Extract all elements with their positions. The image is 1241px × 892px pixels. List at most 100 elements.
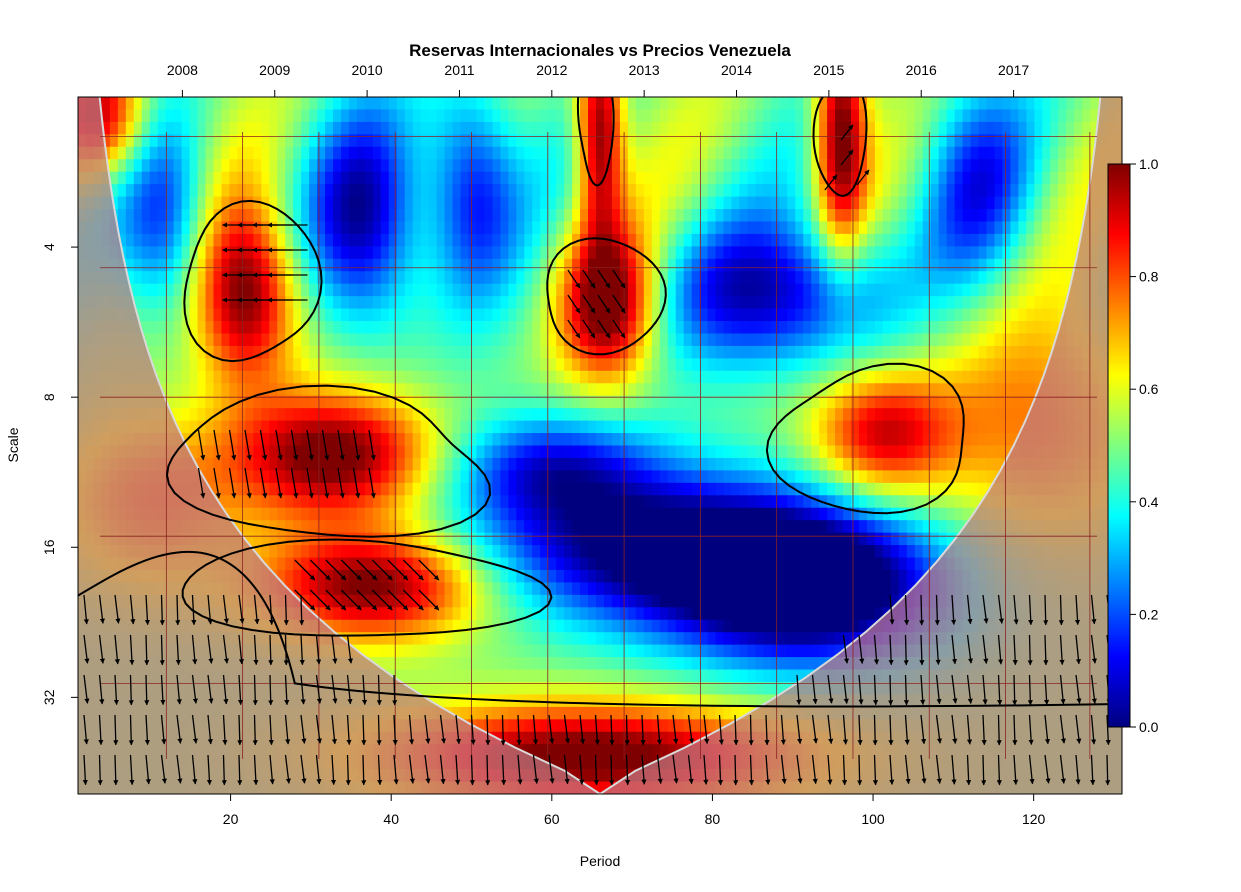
- heatmap-cell: [922, 470, 932, 484]
- heatmap-cell: [309, 507, 318, 521]
- heatmap-cell: [476, 246, 486, 260]
- heatmap-cell: [404, 221, 414, 235]
- heatmap-cell: [859, 233, 868, 247]
- heatmap-cell: [922, 545, 932, 559]
- heatmap-cell: [954, 209, 964, 223]
- heatmap-cell: [851, 395, 860, 409]
- heatmap-cell: [364, 445, 374, 459]
- heatmap-cell: [157, 370, 167, 384]
- heatmap-cell: [755, 520, 764, 534]
- heatmap-cell: [253, 507, 262, 521]
- heatmap-cell: [803, 482, 812, 496]
- heatmap-cell: [133, 233, 143, 247]
- heatmap-cell: [396, 507, 406, 521]
- heatmap-cell: [739, 482, 749, 496]
- heatmap-cell: [484, 209, 494, 223]
- heatmap-cell: [396, 159, 406, 173]
- heatmap-cell: [659, 159, 669, 173]
- heatmap-cell: [412, 445, 422, 459]
- heatmap-cell: [635, 408, 645, 422]
- heatmap-cell: [157, 97, 167, 111]
- heatmap-cell: [444, 532, 454, 546]
- heatmap-cell: [285, 532, 294, 546]
- heatmap-cell: [596, 545, 605, 559]
- heatmap-cell: [954, 196, 964, 210]
- heatmap-cell: [763, 532, 772, 546]
- heatmap-cell: [819, 433, 828, 447]
- heatmap-cell: [930, 146, 940, 160]
- heatmap-cell: [763, 495, 772, 509]
- heatmap-cell: [651, 370, 661, 384]
- heatmap-cell: [611, 196, 621, 210]
- heatmap-cell: [651, 482, 661, 496]
- heatmap-cell: [301, 221, 310, 235]
- heatmap-cell: [1010, 395, 1019, 409]
- heatmap-cell: [269, 333, 278, 347]
- heatmap-cell: [603, 383, 613, 397]
- heatmap-cell: [803, 420, 812, 434]
- heatmap-cell: [253, 532, 262, 546]
- heatmap-cell: [635, 184, 645, 198]
- heatmap-cell: [285, 433, 294, 447]
- heatmap-cell: [1026, 333, 1035, 347]
- heatmap-cell: [739, 209, 749, 223]
- heatmap-cell: [906, 383, 916, 397]
- heatmap-cell: [898, 333, 908, 347]
- heatmap-cell: [269, 196, 278, 210]
- heatmap-cell: [436, 209, 446, 223]
- heatmap-cell: [930, 370, 940, 384]
- heatmap-cell: [803, 457, 812, 471]
- heatmap-cell: [643, 146, 653, 160]
- heatmap-cell: [460, 308, 470, 322]
- heatmap-cell: [1034, 246, 1043, 260]
- heatmap-cell: [914, 97, 924, 111]
- heatmap-cell: [747, 520, 757, 534]
- heatmap-cell: [795, 271, 804, 285]
- heatmap-cell: [317, 420, 326, 434]
- heatmap-cell: [627, 209, 637, 223]
- heatmap-cell: [1010, 308, 1019, 322]
- heatmap-cell: [874, 97, 884, 111]
- heatmap-cell: [412, 420, 422, 434]
- heatmap-cell: [851, 246, 860, 260]
- heatmap-cell: [890, 134, 900, 148]
- heatmap-cell: [261, 333, 270, 347]
- heatmap-cell: [747, 246, 757, 260]
- heatmap-cell: [795, 457, 804, 471]
- heatmap-cell: [1074, 171, 1083, 185]
- heatmap-cell: [277, 283, 286, 297]
- heatmap-cell: [715, 345, 725, 359]
- heatmap-cell: [253, 482, 262, 496]
- heatmap-cell: [444, 209, 454, 223]
- heatmap-cell: [253, 184, 262, 198]
- heatmap-cell: [731, 196, 741, 210]
- heatmap-cell: [412, 146, 422, 160]
- heatmap-cell: [388, 209, 398, 223]
- heatmap-cell: [1018, 271, 1027, 285]
- heatmap-cell: [843, 209, 852, 223]
- heatmap-cell: [986, 209, 996, 223]
- heatmap-cell: [659, 146, 669, 160]
- heatmap-cell: [1066, 121, 1075, 135]
- heatmap-cell: [364, 358, 374, 372]
- heatmap-cell: [412, 184, 422, 198]
- heatmap-cell: [874, 134, 884, 148]
- heatmap-cell: [747, 146, 757, 160]
- heatmap-cell: [428, 209, 438, 223]
- heatmap-cell: [835, 532, 844, 546]
- heatmap-cell: [317, 246, 326, 260]
- heatmap-cell: [205, 457, 215, 471]
- heatmap-cell: [763, 109, 772, 123]
- heatmap-cell: [635, 196, 645, 210]
- heatmap-cell: [1026, 196, 1035, 210]
- heatmap-cell: [452, 457, 462, 471]
- heatmap-cell: [962, 457, 972, 471]
- heatmap-cell: [348, 520, 358, 534]
- heatmap-cell: [317, 333, 326, 347]
- heatmap-cell: [364, 283, 374, 297]
- heatmap-cell: [1034, 121, 1043, 135]
- heatmap-cell: [524, 445, 533, 459]
- heatmap-cell: [635, 171, 645, 185]
- heatmap-cell: [866, 333, 876, 347]
- heatmap-cell: [699, 482, 709, 496]
